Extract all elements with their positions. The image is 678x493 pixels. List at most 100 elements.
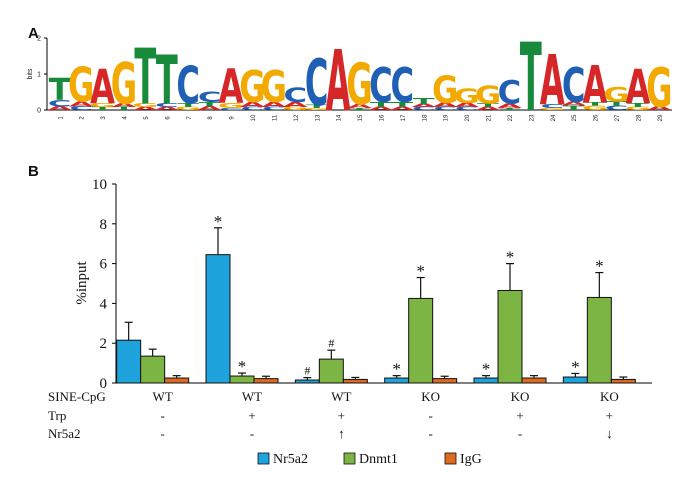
condition-row-label: Trp xyxy=(48,408,66,423)
logo-y-tick-label: 0 xyxy=(37,108,41,115)
significance-asterisk: * xyxy=(416,262,425,281)
bar-dnmt1 xyxy=(586,296,612,384)
logo-position-label: 14 xyxy=(337,114,343,121)
logo-letter-g: G xyxy=(603,84,629,107)
logo-letter-t: T xyxy=(370,101,392,109)
logo-position-label: 4 xyxy=(123,116,129,120)
bar-igg xyxy=(521,377,547,384)
bar-dnmt1 xyxy=(318,358,344,384)
logo-letter-t: T xyxy=(627,103,649,109)
logo-letter-a: A xyxy=(261,101,286,109)
condition-value: - xyxy=(160,408,164,423)
logo-position-label: 29 xyxy=(658,114,664,121)
logo-letter-t: T xyxy=(606,101,628,108)
logo-letter-t: T xyxy=(413,97,435,106)
legend-swatch-dnmt1 xyxy=(343,452,356,465)
logo-letter-g: G xyxy=(582,105,608,112)
logo-letter-g: G xyxy=(239,63,265,113)
logo-letter-t: T xyxy=(199,101,221,108)
logo-position-label: 13 xyxy=(315,114,321,121)
logo-letter-g: G xyxy=(539,107,565,110)
logo-position-label: 15 xyxy=(358,114,364,121)
condition-row-label: SINE-CpG xyxy=(48,389,106,404)
logo-letter-g: G xyxy=(89,103,115,109)
sequence-logo: bits 012 ACTCAGTGATAGAGTACTGTCATCCGACAGC… xyxy=(27,23,672,133)
significance-hash: # xyxy=(328,336,334,350)
significance-asterisk: * xyxy=(392,360,401,379)
logo-position-label: 10 xyxy=(251,114,257,121)
logo-letter-c: C xyxy=(455,107,479,111)
logo-letter-t: T xyxy=(520,23,542,133)
logo-letter-c: C xyxy=(498,74,522,112)
logo-letter-c: C xyxy=(176,57,200,117)
logo-letter-a: A xyxy=(561,101,586,107)
bar-chart: %input 0 2 4 6 8 10 * * # # * * * * * * SINE-CpG WT WT WT… xyxy=(48,177,652,467)
logo-letter-g: G xyxy=(261,63,287,113)
bar-y-tick-label: 0 xyxy=(100,376,108,392)
logo-letter-c: C xyxy=(562,60,586,114)
logo-letter-t: T xyxy=(156,42,178,120)
logo-letter-c: C xyxy=(283,84,307,107)
bar-nr5a2 xyxy=(384,377,410,384)
logo-letter-g: G xyxy=(625,107,651,111)
logo-letter-c: C xyxy=(219,107,243,110)
logo-position-label: 6 xyxy=(165,116,171,120)
condition-row-label: Nr5a2 xyxy=(48,426,81,441)
condition-value: WT xyxy=(242,389,262,404)
logo-letter-g: G xyxy=(646,57,672,120)
logo-position-label: 24 xyxy=(551,114,557,121)
logo-letter-a: A xyxy=(411,104,436,108)
condition-value: - xyxy=(250,426,254,441)
logo-position-label: 7 xyxy=(187,116,193,120)
legend-swatch-igg xyxy=(444,452,457,465)
bar-igg xyxy=(610,378,636,384)
logo-position-label: 17 xyxy=(401,114,407,121)
bar-dnmt1 xyxy=(497,289,523,384)
logo-y-tick-label: 1 xyxy=(37,72,41,79)
condition-value: - xyxy=(518,426,522,441)
condition-value: + xyxy=(338,408,345,423)
logo-letter-a: A xyxy=(497,103,522,110)
logo-letter-t: T xyxy=(92,107,114,111)
logo-letter-g: G xyxy=(175,107,201,111)
logo-letter-t: T xyxy=(349,107,372,110)
logo-position-label: 8 xyxy=(208,116,214,120)
logo-letter-g: G xyxy=(132,103,158,109)
logo-letter-c: C xyxy=(155,103,179,109)
condition-value: - xyxy=(160,426,164,441)
bar-y-tick-label: 8 xyxy=(100,217,108,233)
logo-letter-t: T xyxy=(113,107,135,111)
significance-hash: # xyxy=(304,364,310,378)
legend-label: Nr5a2 xyxy=(273,452,308,467)
logo-position-label: 9 xyxy=(230,116,236,120)
condition-value: - xyxy=(428,426,432,441)
condition-value: + xyxy=(248,408,255,423)
logo-letter-a: A xyxy=(454,102,479,109)
logo-position-label: 2 xyxy=(80,116,86,120)
panel-a-letter: A xyxy=(28,25,39,42)
bar-y-tick-label: 4 xyxy=(100,296,108,312)
logo-letter-t: T xyxy=(306,104,328,108)
condition-value: KO xyxy=(600,389,619,404)
logo-position-label: 25 xyxy=(572,114,578,121)
condition-value: WT xyxy=(153,389,173,404)
condition-value: - xyxy=(428,408,432,423)
logo-letter-g: G xyxy=(218,102,244,110)
bar-igg xyxy=(342,378,368,384)
legend: Nr5a2 Dnmt1 IgG xyxy=(257,452,482,467)
logo-position-label: 11 xyxy=(272,114,278,121)
logo-letter-c: C xyxy=(241,107,265,111)
bar-y-tick-label: 10 xyxy=(92,177,107,193)
logo-letter-c: C xyxy=(69,106,93,112)
logo-letter-t: T xyxy=(177,103,199,109)
logo-position-label: 19 xyxy=(444,114,450,121)
logo-letter-g: G xyxy=(346,51,372,117)
logo-position-label: 12 xyxy=(294,114,300,121)
logo-letter-c: C xyxy=(305,46,329,121)
condition-value: + xyxy=(606,408,613,423)
logo-position-label: 20 xyxy=(465,114,471,121)
logo-letter-a: A xyxy=(197,106,222,112)
logo-position-label: 5 xyxy=(144,116,150,120)
bar-dnmt1 xyxy=(140,355,166,384)
logo-letter-a: A xyxy=(625,62,650,116)
